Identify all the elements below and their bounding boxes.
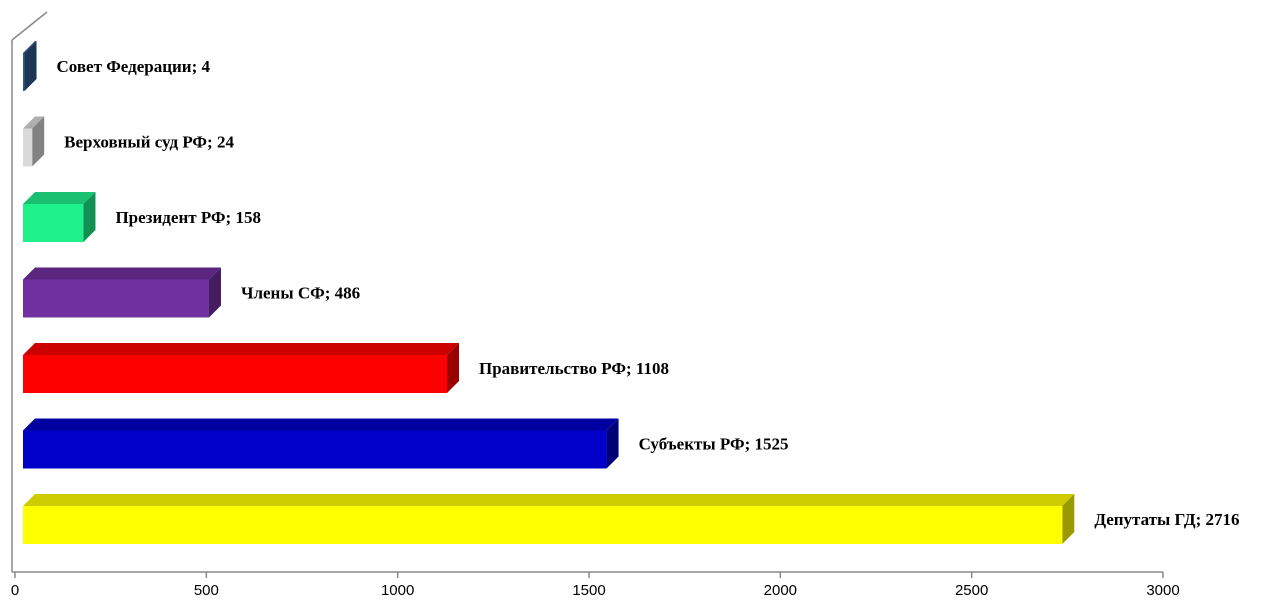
bar-top — [23, 418, 619, 431]
x-tick-label: 0 — [11, 582, 19, 599]
bar-side — [446, 343, 459, 393]
bar-side — [1062, 494, 1075, 544]
bar-side — [606, 418, 619, 469]
x-tick-label: 1000 — [381, 582, 414, 599]
x-tick-label: 1500 — [572, 582, 605, 599]
x-tick-label: 2000 — [764, 582, 797, 599]
bar — [23, 355, 447, 393]
data-label: Субъекты РФ; 1525 — [639, 434, 789, 453]
x-tick-label: 3000 — [1146, 582, 1179, 599]
bar — [23, 506, 1063, 544]
x-tick-label: 500 — [194, 582, 219, 599]
data-label: Президент РФ; 158 — [115, 208, 261, 227]
bar-side — [24, 41, 37, 91]
data-label: Депутаты ГД; 2716 — [1094, 510, 1239, 529]
data-label: Верховный суд РФ; 24 — [64, 132, 234, 151]
bar-top — [23, 343, 459, 355]
bar-top — [23, 41, 37, 53]
x-tick-label: 2500 — [955, 582, 988, 599]
bar — [23, 128, 33, 167]
bar-side — [32, 116, 45, 167]
bar — [23, 53, 25, 91]
bar-top — [23, 192, 96, 204]
data-label: Совет Федерации; 4 — [57, 57, 211, 76]
bar-top — [23, 267, 221, 280]
bar — [23, 279, 209, 318]
bar-side — [83, 192, 96, 242]
bar — [23, 204, 84, 242]
bar-side — [208, 267, 221, 318]
bar-top — [23, 494, 1075, 506]
data-label: Правительство РФ; 1108 — [479, 359, 669, 378]
bar — [23, 430, 607, 469]
bar-top — [23, 116, 45, 129]
data-label: Члены СФ; 486 — [241, 283, 360, 302]
back-wall-top — [11, 11, 48, 41]
